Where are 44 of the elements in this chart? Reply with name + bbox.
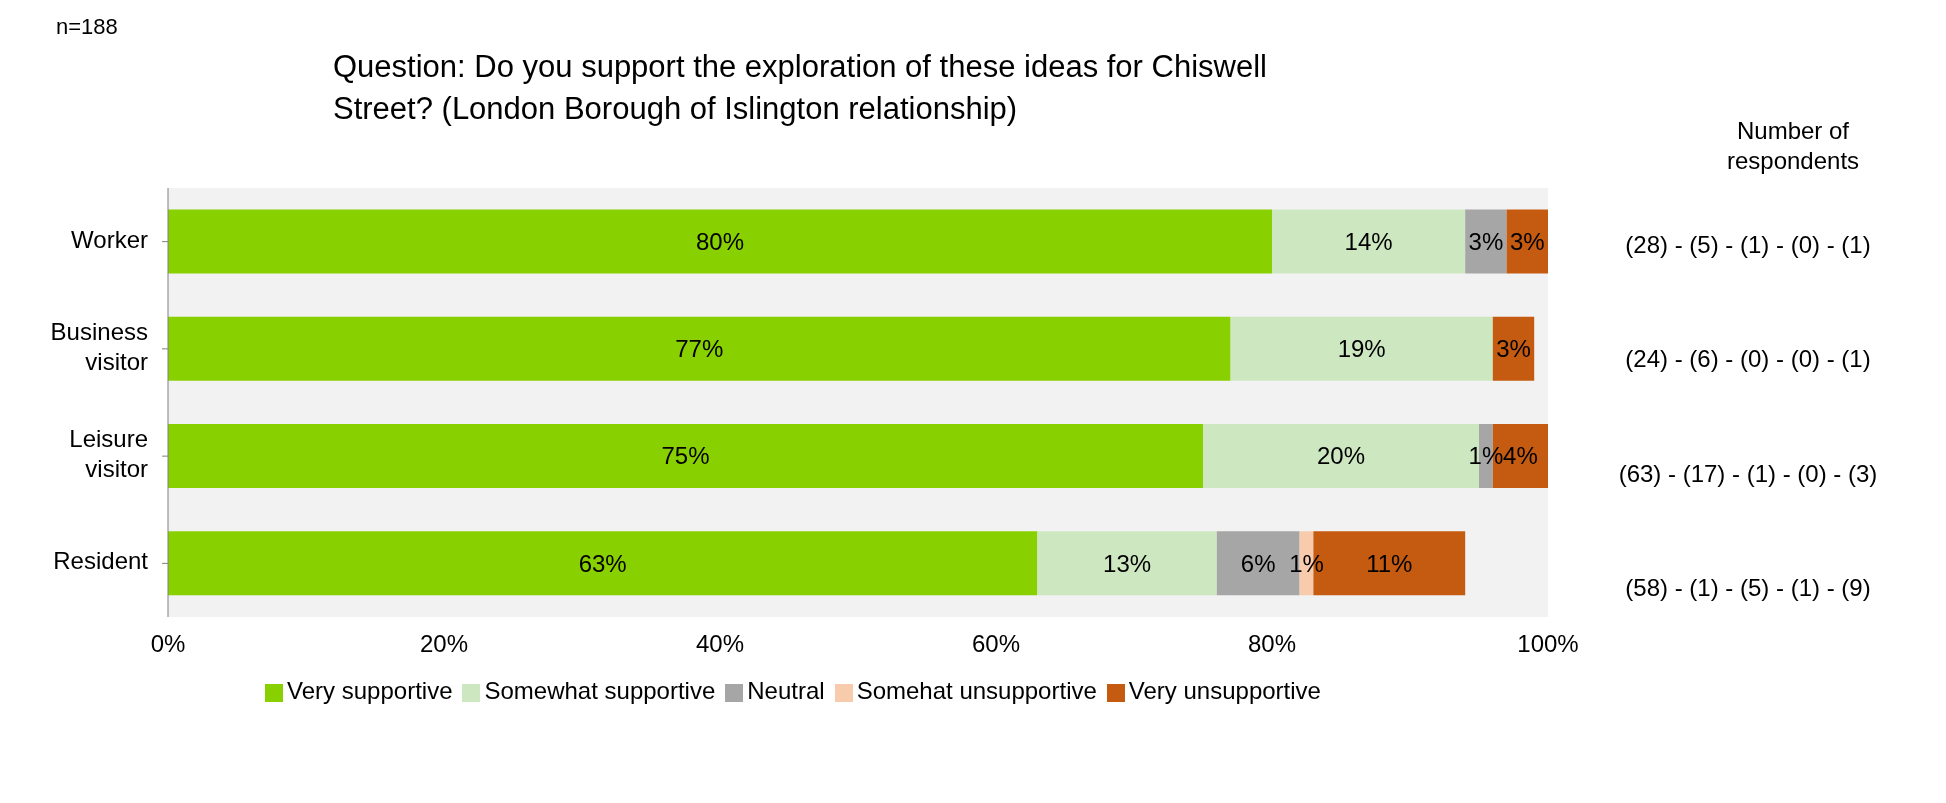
data-label: 3%: [1509, 227, 1545, 255]
data-label: 13%: [1103, 549, 1152, 577]
x-tick-label: 80%: [1247, 630, 1297, 658]
data-label: 6%: [1240, 549, 1276, 577]
x-tick-label: 100%: [1517, 630, 1579, 658]
legend-label: Very unsupportive: [1128, 677, 1321, 704]
bar: [1465, 209, 1507, 274]
bar: [168, 423, 1203, 488]
text: n=188: [56, 14, 118, 40]
data-label: 20%: [1316, 442, 1366, 470]
data-label: 4%: [1503, 442, 1538, 470]
x-tick-label: 40%: [695, 630, 745, 658]
x-tick-label: 60%: [971, 630, 1021, 658]
bar: [168, 316, 1231, 381]
text: (24) - (6) - (0) - (0) - (1): [1624, 344, 1872, 375]
text: Number of respondents: [1725, 116, 1861, 176]
legend-label: Neutral: [747, 677, 825, 704]
text: (58) - (1) - (5) - (1) - (9): [1624, 572, 1872, 603]
bar: [1037, 531, 1217, 596]
y-tick-label: Leisure visitor: [69, 425, 149, 483]
y-tick-label: Worker: [71, 225, 148, 253]
data-label: 75%: [661, 442, 710, 470]
legend-label: Somewhat supportive: [484, 677, 716, 704]
data-label: 19%: [1337, 335, 1386, 363]
legend-label: Somehat unsupportive: [856, 677, 1097, 704]
text: (28) - (5) - (1) - (0) - (1): [1624, 230, 1872, 261]
chart-title: Question: Do you support the exploration of these ideas for Chiswell Street? (London Borough of Islington relationship): [333, 48, 1268, 128]
bar: [1230, 316, 1493, 381]
legend-label: Very supportive: [287, 677, 453, 704]
data-label: 77%: [675, 335, 724, 363]
data-label: 11%: [1366, 549, 1413, 577]
data-label: 80%: [695, 227, 745, 255]
data-label: 3%: [1496, 335, 1531, 363]
bar: [168, 531, 1038, 596]
y-tick-label: Resident: [53, 547, 149, 575]
bar: [1272, 209, 1466, 274]
data-label: 63%: [578, 549, 627, 577]
x-tick-label: 0%: [150, 630, 186, 658]
text: (63) - (17) - (1) - (0) - (3): [1617, 458, 1879, 489]
data-label: 14%: [1344, 227, 1393, 255]
data-label: 3%: [1468, 227, 1504, 255]
y-tick-label: Business visitor: [50, 318, 149, 376]
bar: [168, 209, 1272, 274]
x-tick-label: 20%: [419, 630, 469, 658]
